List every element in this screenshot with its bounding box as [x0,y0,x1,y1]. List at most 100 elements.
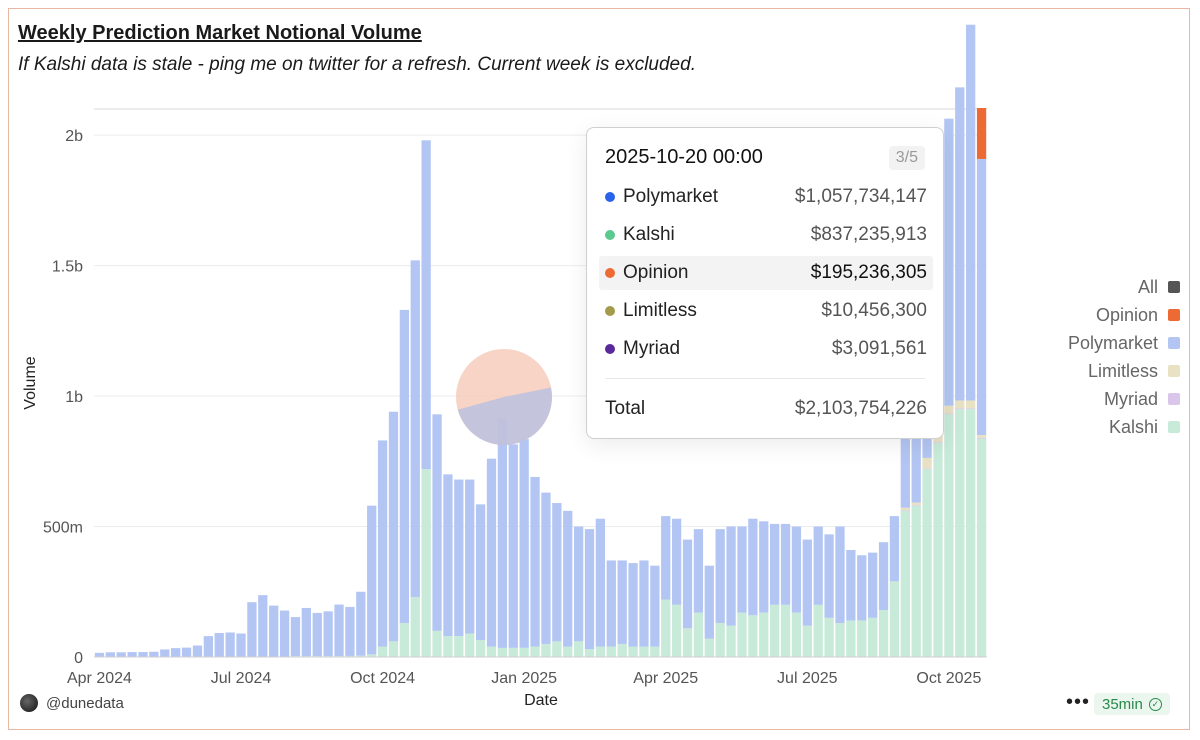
bar-polymarket [802,539,812,626]
bar-polymarket [160,649,170,657]
tooltip-series-value: $1,057,734,147 [794,186,927,207]
bar-kalshi [933,443,943,657]
bar-polymarket [693,529,704,613]
legend-label: Polymarket [1067,332,1158,353]
bar-kalshi [976,438,987,657]
bar-kalshi [770,604,780,657]
bar-polymarket [682,539,693,629]
bar-myriad [966,408,976,410]
tooltip-series-name: Kalshi [623,224,675,245]
bar-polymarket [584,529,595,650]
chart-subtitle: If Kalshi data is stale - ping me on twi… [18,54,696,75]
bar-polymarket [704,565,714,639]
author-handle: @dunedata [46,694,124,712]
legend-item-kalshi[interactable]: Kalshi [1068,413,1180,441]
bar-kalshi [715,623,725,657]
cursor-indicator-slice [457,387,553,446]
bar-kalshi [465,633,475,657]
bar-kalshi [661,599,671,657]
bar-kalshi [748,615,758,657]
bar-kalshi [639,646,649,657]
chart-title: Weekly Prediction Market Notional Volume [18,22,422,44]
tooltip-series-value: $195,236,305 [810,262,927,283]
tooltip-total-label: Total [605,398,646,419]
bar-polymarket [377,440,388,647]
refresh-time: 35min [1102,695,1143,713]
tooltip-row-polymarket: Polymarket $1,057,734,147 [599,180,933,214]
bar-kalshi [693,612,704,657]
bar-polymarket [541,492,551,644]
bar-kalshi [650,646,660,657]
bar-polymarket [105,652,115,657]
bar-polymarket [813,526,823,605]
bar-polymarket [573,526,584,642]
legend: All Opinion Polymarket Limitless Myriad … [1068,273,1180,441]
series-dot-icon [605,306,615,316]
more-options-icon[interactable]: ••• [1066,691,1091,713]
legend-item-limitless[interactable]: Limitless [1068,357,1180,385]
bar-polymarket [432,414,442,631]
bar-polymarket [639,560,649,647]
bar-kalshi [824,617,834,657]
x-tick-label: Apr 2025 [633,670,698,687]
bar-kalshi [356,655,366,657]
bar-limitless [944,405,954,414]
bar-polymarket [715,529,725,624]
bar-kalshi [911,505,921,657]
bar-kalshi [791,612,802,657]
tooltip-total-value: $2,103,754,226 [794,398,927,419]
tooltip-series-name: Polymarket [623,186,719,207]
bar-opinion [976,108,987,159]
tooltip-series-value: $837,235,913 [810,224,927,245]
bar-kalshi [421,469,431,657]
tooltip-row-kalshi: Kalshi $837,235,913 [599,218,933,252]
bar-polymarket [737,526,747,613]
bar-polymarket [149,651,159,657]
bar-polymarket [889,516,900,582]
bar-kalshi [486,646,497,657]
bar-kalshi [519,647,529,657]
bar-polymarket [497,418,508,648]
bar-polymarket [454,479,464,637]
bar-polymarket [748,518,758,616]
bar-polymarket [857,555,867,621]
legend-item-all[interactable]: All [1068,273,1180,301]
legend-label: All [1137,276,1158,297]
legend-item-myriad[interactable]: Myriad [1068,385,1180,413]
bar-polymarket [780,523,791,605]
bar-kalshi [454,636,464,657]
bar-polymarket [94,652,105,657]
legend-item-opinion[interactable]: Opinion [1068,301,1180,329]
legend-item-polymarket[interactable]: Polymarket [1068,329,1180,357]
bar-kalshi [617,643,627,657]
x-axis-title: Date [524,692,558,709]
bar-polymarket [247,602,257,657]
series-dot-icon [605,192,615,202]
bar-polymarket [628,563,638,647]
bar-kalshi [367,654,377,657]
bar-polymarket [356,591,366,656]
bar-limitless [976,434,987,438]
bar-limitless [966,400,976,409]
legend-swatch [1168,309,1180,321]
bar-kalshi [475,640,486,657]
bar-kalshi [508,647,518,657]
bar-kalshi [606,646,616,657]
y-tick-label: 0 [74,650,83,667]
x-tick-label: Apr 2024 [67,670,132,687]
legend-swatch [1168,421,1180,433]
legend-swatch [1168,393,1180,405]
bar-polymarket [770,523,780,605]
tooltip-series-name: Opinion [623,262,689,283]
refresh-badge[interactable]: 35min ✓ [1094,693,1170,715]
bar-kalshi [726,625,736,657]
bar-kalshi [759,612,769,657]
bar-kalshi [432,630,442,657]
y-tick-label: 1b [65,389,83,406]
bar-polymarket [138,652,148,657]
bar-polymarket [976,158,987,435]
bar-polymarket [944,118,954,406]
bar-limitless [922,457,932,469]
author-credit[interactable]: @dunedata [20,694,124,712]
